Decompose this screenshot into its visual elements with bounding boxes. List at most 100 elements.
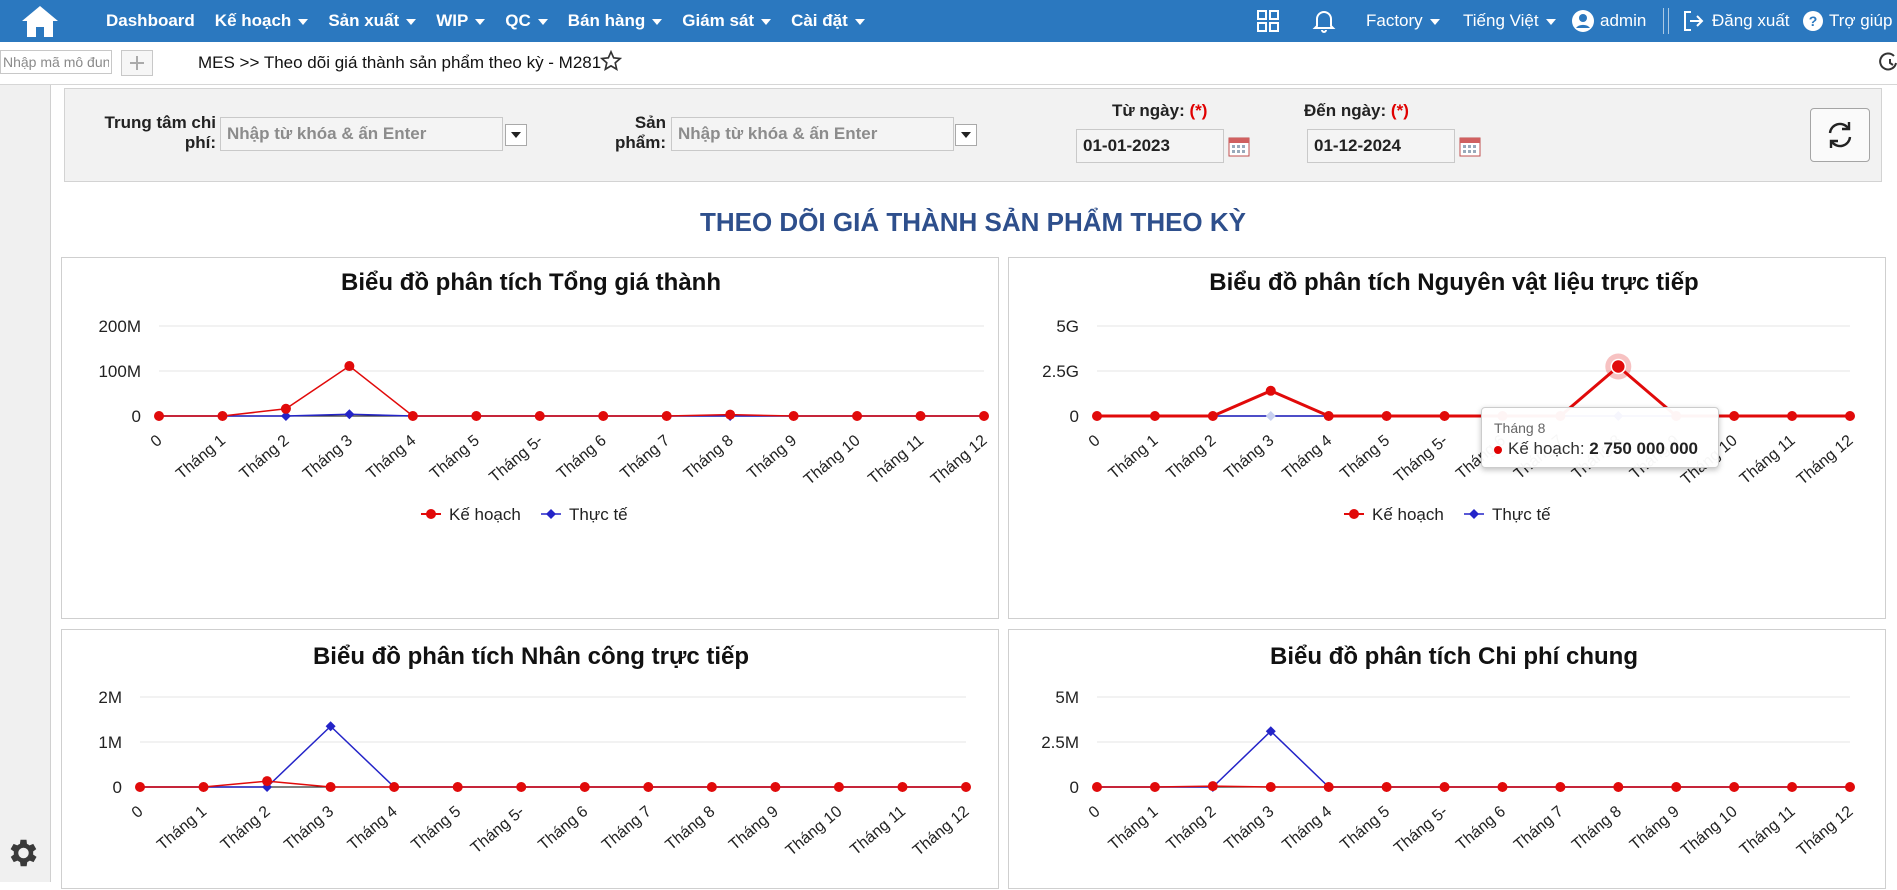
x-tick-label: Tháng 6	[1453, 803, 1509, 854]
point-plan[interactable]	[1440, 782, 1450, 792]
gear-icon[interactable]	[4, 835, 40, 876]
nav-item-3[interactable]: WIP	[436, 11, 485, 31]
product-input[interactable]	[671, 117, 954, 151]
legend-label-actual[interactable]: Thực tế	[1492, 505, 1551, 524]
point-plan[interactable]	[1208, 411, 1218, 421]
language-dropdown[interactable]: Tiếng Việt	[1463, 0, 1556, 42]
point-plan[interactable]	[1729, 782, 1739, 792]
nav-item-5[interactable]: Bán hàng	[568, 11, 662, 31]
point-plan[interactable]	[453, 782, 463, 792]
point-plan[interactable]	[961, 782, 971, 792]
point-plan[interactable]	[1611, 360, 1625, 374]
point-plan[interactable]	[1324, 782, 1334, 792]
apps-grid-icon[interactable]	[1256, 9, 1280, 38]
point-plan[interactable]	[344, 361, 354, 371]
home-icon[interactable]	[18, 2, 62, 40]
star-icon[interactable]	[600, 50, 622, 77]
point-plan[interactable]	[1440, 411, 1450, 421]
y-tick-label: 100M	[98, 362, 141, 381]
point-plan[interactable]	[1845, 782, 1855, 792]
x-tick-label: Tháng 7	[599, 803, 655, 854]
history-icon[interactable]	[1878, 50, 1897, 79]
point-plan[interactable]	[471, 411, 481, 421]
point-plan[interactable]	[979, 411, 989, 421]
legend-label-plan[interactable]: Kế hoạch	[1372, 505, 1444, 524]
point-plan[interactable]	[326, 782, 336, 792]
point-plan[interactable]	[1497, 782, 1507, 792]
nav-item-6[interactable]: Giám sát	[682, 11, 771, 31]
point-plan[interactable]	[535, 411, 545, 421]
point-plan[interactable]	[1266, 782, 1276, 792]
point-plan[interactable]	[1324, 411, 1334, 421]
product-dropdown-button[interactable]	[955, 124, 977, 146]
point-plan[interactable]	[516, 782, 526, 792]
to-date-input[interactable]	[1307, 129, 1455, 163]
chart-tooltip: Tháng 8 Kế hoạch: 2 750 000 000	[1481, 407, 1719, 468]
point-plan[interactable]	[154, 411, 164, 421]
point-plan[interactable]	[643, 782, 653, 792]
x-tick-label: Tháng 2	[1164, 803, 1220, 854]
point-plan[interactable]	[916, 411, 926, 421]
point-plan[interactable]	[1671, 782, 1681, 792]
bell-icon[interactable]	[1312, 8, 1336, 39]
point-plan[interactable]	[1613, 782, 1623, 792]
point-plan[interactable]	[1382, 782, 1392, 792]
point-plan[interactable]	[262, 776, 272, 786]
refresh-button[interactable]	[1810, 108, 1870, 162]
point-plan[interactable]	[1266, 386, 1276, 396]
point-plan[interactable]	[199, 782, 209, 792]
point-plan[interactable]	[281, 404, 291, 414]
tooltip-x-label: Tháng 8	[1494, 420, 1706, 436]
cost-center-dropdown-button[interactable]	[505, 124, 527, 146]
point-plan[interactable]	[1729, 411, 1739, 421]
cost-center-input[interactable]	[220, 117, 503, 151]
point-plan[interactable]	[408, 411, 418, 421]
calendar-icon[interactable]	[1228, 135, 1250, 157]
point-plan[interactable]	[1092, 782, 1102, 792]
point-plan[interactable]	[662, 411, 672, 421]
nav-item-1[interactable]: Kế hoạch	[215, 11, 309, 31]
point-plan[interactable]	[1150, 411, 1160, 421]
legend-label-actual[interactable]: Thực tế	[569, 505, 628, 524]
x-tick-label: Tháng 5-	[1391, 432, 1451, 486]
calendar-icon[interactable]	[1459, 135, 1481, 157]
help-button[interactable]: ? Trợ giúp	[1802, 0, 1892, 42]
from-date-input[interactable]	[1076, 129, 1224, 163]
add-button[interactable]	[121, 50, 153, 76]
point-plan[interactable]	[1150, 782, 1160, 792]
legend-label-plan[interactable]: Kế hoạch	[449, 505, 521, 524]
point-plan[interactable]	[852, 411, 862, 421]
chart-panel-direct-material: Biểu đồ phân tích Nguyên vật liệu trực t…	[1008, 257, 1886, 619]
point-plan[interactable]	[834, 782, 844, 792]
y-tick-label: 5M	[1055, 688, 1079, 707]
x-tick-label: Tháng 5-	[1391, 803, 1451, 857]
point-plan[interactable]	[217, 411, 227, 421]
point-plan[interactable]	[1845, 411, 1855, 421]
point-plan[interactable]	[1382, 411, 1392, 421]
point-plan[interactable]	[1208, 781, 1218, 791]
point-plan[interactable]	[1555, 782, 1565, 792]
point-plan[interactable]	[789, 411, 799, 421]
logout-button[interactable]: Đăng xuất	[1682, 0, 1790, 42]
point-plan[interactable]	[1787, 782, 1797, 792]
point-plan[interactable]	[1787, 411, 1797, 421]
nav-item-7[interactable]: Cài đặt	[791, 11, 865, 31]
point-plan[interactable]	[770, 782, 780, 792]
factory-dropdown[interactable]: Factory	[1366, 0, 1440, 42]
point-plan[interactable]	[725, 410, 735, 420]
nav-item-0[interactable]: Dashboard	[106, 11, 195, 31]
y-tick-label: 1M	[98, 733, 122, 752]
point-plan[interactable]	[1092, 411, 1102, 421]
nav-item-4[interactable]: QC	[505, 11, 548, 31]
nav-item-2[interactable]: Sản xuất	[328, 11, 416, 31]
module-code-input[interactable]	[0, 50, 112, 74]
user-menu[interactable]: admin	[1571, 0, 1646, 42]
point-plan[interactable]	[598, 411, 608, 421]
point-plan[interactable]	[580, 782, 590, 792]
chart-title: Biểu đồ phân tích Nhân công trực tiếp	[313, 643, 749, 670]
point-plan[interactable]	[135, 782, 145, 792]
point-plan[interactable]	[897, 782, 907, 792]
y-tick-label: 0	[1070, 407, 1079, 426]
point-plan[interactable]	[389, 782, 399, 792]
point-plan[interactable]	[707, 782, 717, 792]
